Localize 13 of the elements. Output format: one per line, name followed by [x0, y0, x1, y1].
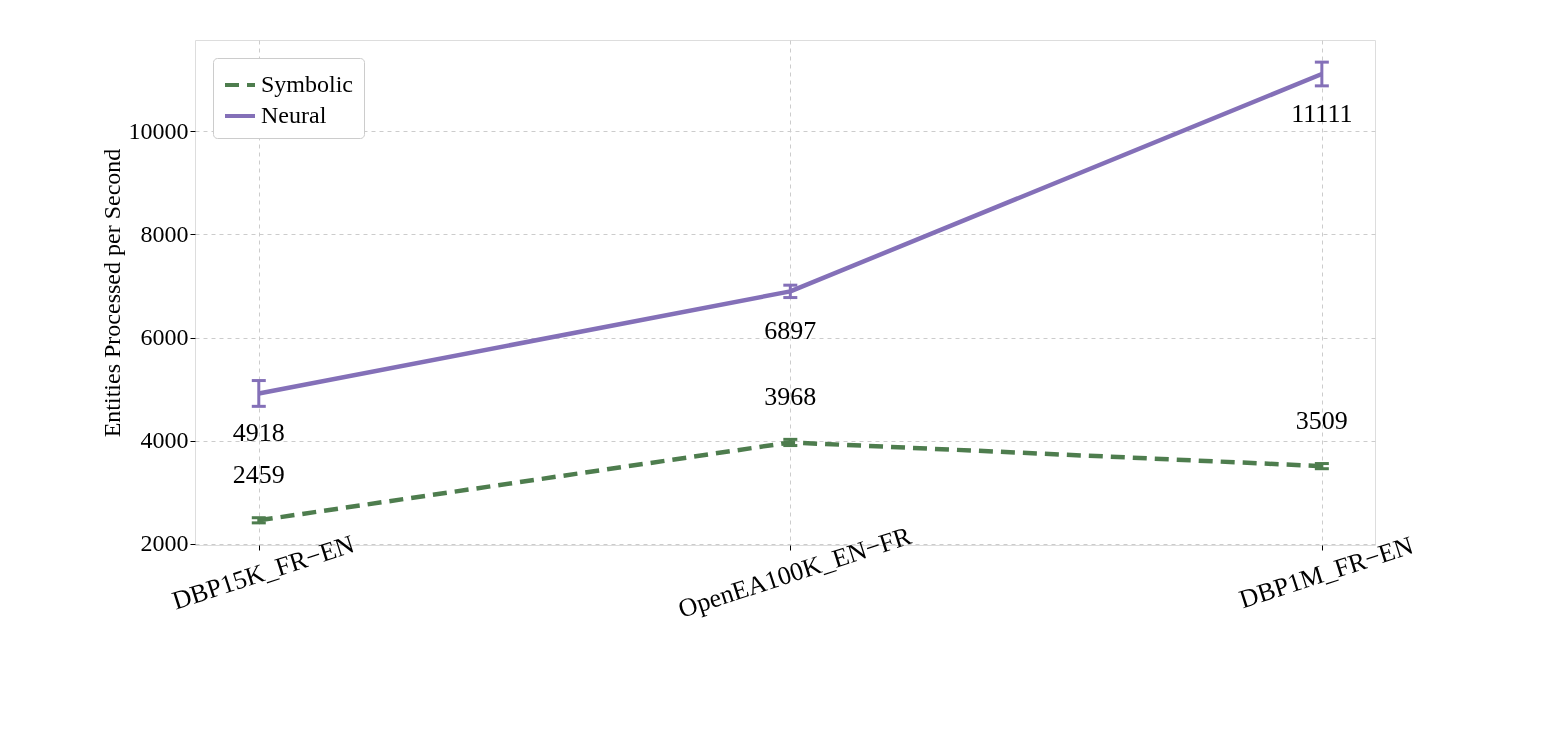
- legend-label: Neural: [261, 102, 327, 128]
- data-label: 11111: [1291, 98, 1353, 128]
- y-axis-title: Entities Processed per Second: [98, 148, 125, 438]
- data-label: 6897: [764, 316, 817, 346]
- y-tick-label: 4000: [140, 427, 189, 454]
- y-tick-label: 10000: [128, 117, 189, 144]
- data-label: 4918: [232, 418, 285, 448]
- data-label: 3509: [1295, 406, 1348, 436]
- legend-label: Symbolic: [261, 71, 354, 97]
- data-label: 3968: [764, 382, 817, 412]
- y-tick-label: 8000: [140, 220, 189, 247]
- data-label: 2459: [232, 460, 285, 490]
- y-tick-label: 6000: [140, 324, 189, 351]
